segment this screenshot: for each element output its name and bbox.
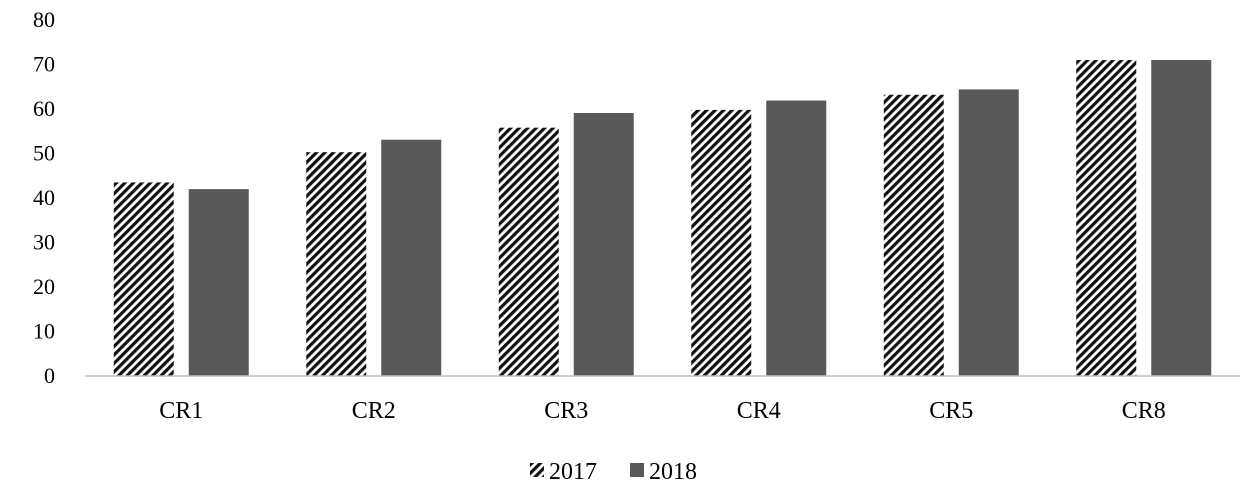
y-tick-label: 70 [33,52,55,77]
x-tick-label: CR4 [737,398,781,424]
y-axis: 0 10 20 30 40 50 60 70 80 [33,7,55,388]
legend: 2017 2018 [530,459,697,485]
bars-group [113,60,1212,377]
y-tick-label: 80 [33,7,55,32]
y-tick-label: 0 [44,363,55,388]
bar-cr8-2018 [1151,60,1212,377]
x-axis: CR1 CR2 CR3 CR4 CR5 CR8 [159,398,1166,424]
bar-cr1-2017 [113,182,174,376]
bar-cr5-2017 [883,94,944,376]
legend-swatch-2017 [530,463,544,477]
y-tick-label: 40 [33,185,55,210]
legend-swatch-2018 [630,463,644,477]
x-tick-label: CR5 [929,398,973,424]
legend-label: 2018 [649,459,697,485]
y-tick-label: 50 [33,141,55,166]
y-tick-label: 10 [33,319,55,344]
bar-cr4-2017 [691,109,752,376]
x-tick-label: CR3 [544,398,588,424]
bar-cr3-2017 [498,127,559,376]
bar-cr3-2018 [573,113,634,376]
x-tick-label: CR1 [159,398,203,424]
bar-cr2-2017 [306,152,367,376]
x-tick-label: CR2 [352,398,396,424]
y-tick-label: 20 [33,274,55,299]
y-tick-label: 30 [33,230,55,255]
bar-cr4-2018 [766,100,827,377]
bar-cr8-2017 [1076,60,1137,377]
x-tick-label: CR8 [1122,398,1166,424]
y-tick-label: 60 [33,96,55,121]
bar-cr2-2018 [381,139,442,376]
bar-cr1-2018 [188,189,249,376]
legend-label: 2017 [549,459,597,485]
bar-cr5-2018 [958,89,1019,377]
